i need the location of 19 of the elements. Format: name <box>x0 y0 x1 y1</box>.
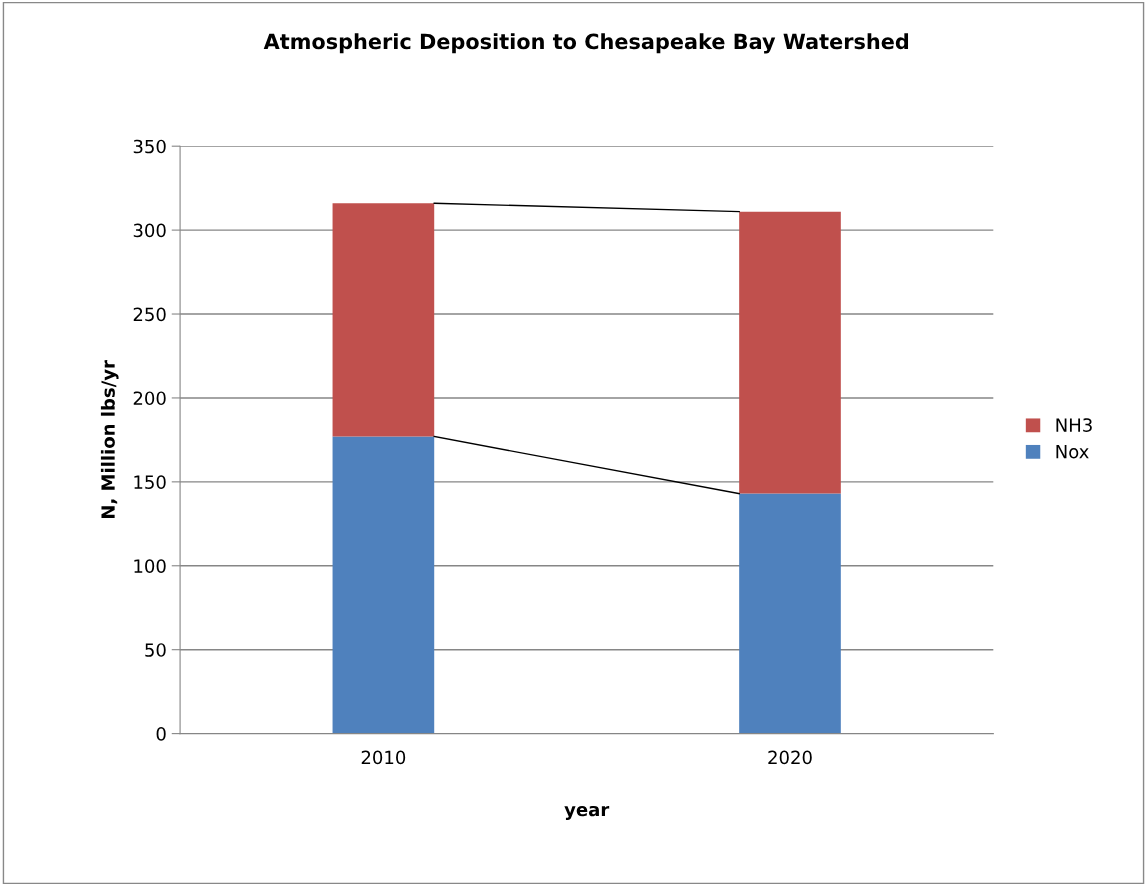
y-tick-label: 100 <box>134 559 166 573</box>
bar <box>332 436 435 734</box>
y-tick-label: 200 <box>133 391 166 406</box>
y-axis-title: N, Million lbs/yr <box>100 360 119 519</box>
y-tick-label: 50 <box>145 643 166 657</box>
bar <box>332 203 435 437</box>
chart-title: Atmospheric Deposition to Chesapeake Bay Watershed <box>263 33 909 54</box>
bar <box>739 211 841 494</box>
y-tick-label: 350 <box>133 139 166 154</box>
y-tick-label: 250 <box>133 307 166 322</box>
y-tick-label: 0 <box>156 727 166 741</box>
y-tick-label: 150 <box>134 475 166 489</box>
x-tick-label: 2020 <box>768 750 812 765</box>
y-tick-label: 300 <box>133 223 166 238</box>
x-axis-title: year <box>564 805 610 820</box>
x-tick-label: 2010 <box>361 750 406 765</box>
legend-label: Nox <box>1056 444 1089 459</box>
legend-label: NH3 <box>1056 418 1092 432</box>
bar <box>739 493 841 734</box>
